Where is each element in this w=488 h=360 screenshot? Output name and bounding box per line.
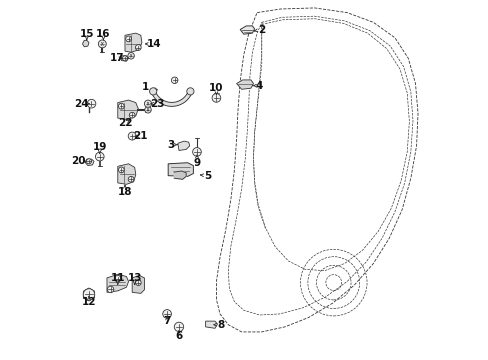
Circle shape xyxy=(118,103,124,109)
Text: 6: 6 xyxy=(175,330,182,341)
Polygon shape xyxy=(82,40,89,47)
Text: 21: 21 xyxy=(133,131,148,141)
Circle shape xyxy=(128,176,134,182)
Polygon shape xyxy=(132,275,144,293)
Circle shape xyxy=(129,112,135,118)
Text: 19: 19 xyxy=(92,142,107,152)
Circle shape xyxy=(163,310,171,318)
Circle shape xyxy=(144,107,151,113)
Text: 24: 24 xyxy=(74,99,89,109)
Text: 3: 3 xyxy=(167,140,174,150)
Text: 12: 12 xyxy=(81,297,96,307)
Text: 5: 5 xyxy=(203,171,211,181)
Polygon shape xyxy=(178,141,189,150)
Circle shape xyxy=(212,94,220,102)
Circle shape xyxy=(122,56,127,61)
Circle shape xyxy=(83,289,95,300)
Circle shape xyxy=(192,148,201,156)
Polygon shape xyxy=(125,33,142,52)
Polygon shape xyxy=(107,274,128,292)
Circle shape xyxy=(118,167,124,173)
Polygon shape xyxy=(174,171,186,179)
Text: 23: 23 xyxy=(150,99,164,109)
Text: 17: 17 xyxy=(109,53,124,63)
Circle shape xyxy=(125,36,131,42)
Text: 11: 11 xyxy=(110,273,125,283)
Circle shape xyxy=(149,88,157,95)
Text: 1: 1 xyxy=(142,82,149,92)
Text: 15: 15 xyxy=(80,29,94,39)
Circle shape xyxy=(174,322,183,332)
Circle shape xyxy=(135,45,141,50)
Circle shape xyxy=(144,100,151,107)
Circle shape xyxy=(86,159,91,164)
Circle shape xyxy=(135,280,141,285)
Text: 8: 8 xyxy=(217,320,224,330)
Circle shape xyxy=(87,99,96,108)
Text: 18: 18 xyxy=(118,186,132,197)
Text: 13: 13 xyxy=(127,273,142,283)
Text: 9: 9 xyxy=(193,158,200,168)
Circle shape xyxy=(128,132,136,140)
Circle shape xyxy=(186,88,194,95)
Text: 14: 14 xyxy=(146,39,161,49)
Circle shape xyxy=(171,77,178,84)
Polygon shape xyxy=(118,164,136,184)
Text: 16: 16 xyxy=(96,29,110,39)
Text: 4: 4 xyxy=(255,81,263,91)
Polygon shape xyxy=(236,80,253,89)
Polygon shape xyxy=(205,321,217,328)
Polygon shape xyxy=(118,100,138,120)
Text: 7: 7 xyxy=(163,316,170,326)
Circle shape xyxy=(127,53,134,59)
Text: 10: 10 xyxy=(209,83,223,93)
Polygon shape xyxy=(121,56,128,61)
Text: 2: 2 xyxy=(258,24,265,35)
Polygon shape xyxy=(168,163,193,176)
Polygon shape xyxy=(240,26,254,34)
Text: 22: 22 xyxy=(118,118,132,128)
Circle shape xyxy=(114,275,121,282)
Circle shape xyxy=(98,40,106,48)
Polygon shape xyxy=(85,159,94,166)
Circle shape xyxy=(95,152,104,161)
Text: 20: 20 xyxy=(71,156,85,166)
Circle shape xyxy=(107,286,114,293)
